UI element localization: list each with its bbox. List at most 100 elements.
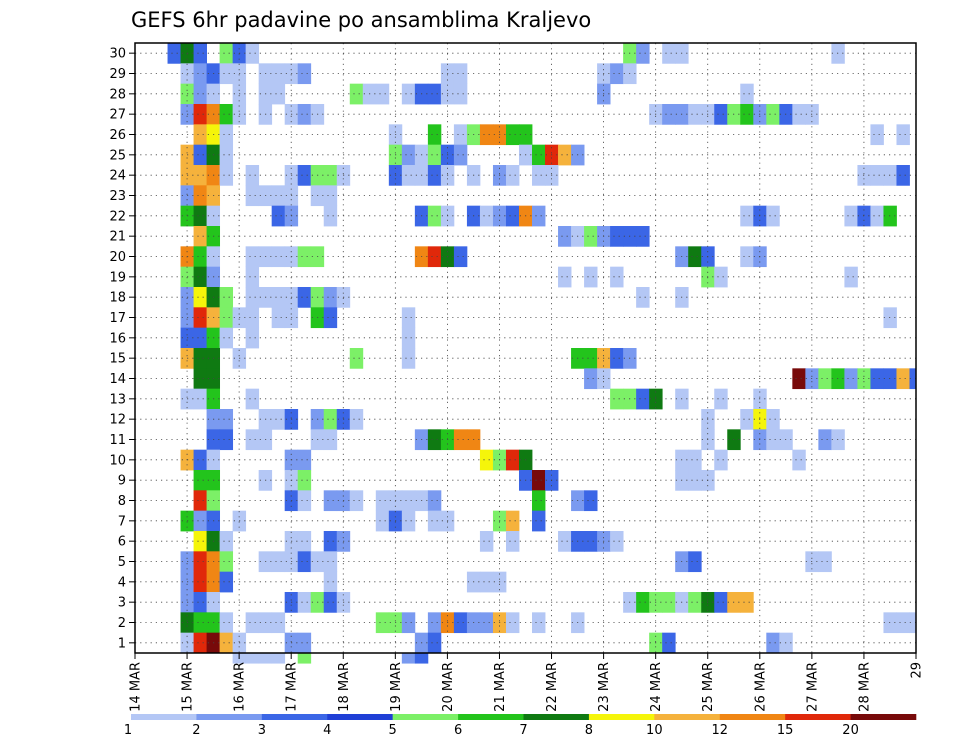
heatmap-cell [297,246,312,268]
y-tick-label: 2 [118,616,126,631]
heatmap-cells [167,43,917,664]
colorbar-swatch [261,714,328,720]
heatmap-cell [193,531,207,552]
heatmap-cell [349,83,364,105]
heatmap-cell [505,205,520,227]
heatmap-cell [297,551,312,573]
heatmap-cell [714,104,728,125]
colorbar-label: 10 [646,723,663,738]
heatmap-cell [271,185,286,207]
heatmap-cell [219,551,234,573]
colorbar-label: 6 [454,723,462,738]
heatmap-cell [584,531,598,552]
heatmap-cell [323,592,338,613]
colorbar-label: 15 [777,723,794,738]
heatmap-cell [349,409,364,430]
heatmap-cell [714,266,728,288]
heatmap-cell [740,205,754,227]
y-tick-label: 17 [109,311,126,326]
heatmap-cell [766,409,780,430]
heatmap-cell [297,592,312,613]
heatmap-cell [219,287,234,308]
heatmap-cell [766,632,780,654]
heatmap-cell [193,144,207,166]
heatmap-cell [375,510,390,532]
heatmap-cell [844,368,858,390]
heatmap-cell [427,246,442,268]
heatmap-cell [245,653,260,664]
heatmap-cell [297,165,312,186]
x-tick-label: 21 MAR [493,662,508,712]
y-tick-label: 23 [109,189,126,204]
y-tick-label: 9 [118,474,126,489]
heatmap-cell [636,592,650,613]
heatmap-cell [219,612,234,634]
heatmap-cell [714,592,728,613]
heatmap-cell [219,43,234,64]
y-tick-label: 18 [109,291,126,306]
heatmap-cell [844,205,858,227]
heatmap-cell [636,226,650,247]
y-tick-label: 30 [109,47,126,62]
heatmap-cell [688,470,702,491]
x-tick-label: 15 MAR [181,662,196,712]
heatmap-cell [297,470,312,491]
heatmap-cell [219,307,234,329]
heatmap-cell [610,63,624,85]
heatmap-cell [349,348,364,369]
heatmap-cell [909,368,917,390]
heatmap-cell [532,510,546,532]
y-tick-label: 28 [109,87,126,102]
heatmap-cell [401,490,416,512]
heatmap-cell [584,368,598,390]
colorbar-swatch [523,714,590,720]
y-tick-label: 5 [118,555,126,570]
heatmap-cell [245,287,260,308]
heatmap-cell [427,632,442,654]
x-tick-label: 19 MAR [389,662,404,712]
heatmap-cell [558,531,572,552]
grid-lines [135,43,916,653]
colorbar-swatch [392,714,459,720]
heatmap-cell [193,571,207,593]
heatmap-cell [401,510,416,532]
colorbar-swatch [785,714,851,720]
heatmap-cell [375,83,390,105]
heatmap-cell [193,368,207,390]
heatmap-cell [792,449,806,471]
heatmap-cell [271,287,286,308]
heatmap-cell [584,490,598,512]
heatmap-cell [427,124,442,146]
heatmap-cell [532,612,546,634]
heatmap-cell [271,63,286,85]
y-tick-label: 29 [109,67,126,82]
heatmap-cell [297,104,312,125]
x-tick-label: 14 MAR [129,662,144,712]
y-tick-label: 24 [109,169,126,184]
colorbar-label: 2 [192,723,200,738]
heatmap-cell [688,592,702,613]
heatmap-cell [297,653,312,664]
y-tick-label: 13 [109,392,126,407]
heatmap-cell [453,144,468,166]
colorbar-swatch [131,714,197,720]
heatmap-cell [323,165,338,186]
heatmap-cell [193,104,207,125]
heatmap-cell [479,571,494,593]
heatmap-cell [740,83,754,105]
heatmap-cell [532,470,546,491]
heatmap-cell [479,612,494,634]
colorbar-swatch [719,714,786,720]
heatmap-cell [818,551,832,573]
heatmap-cell [896,368,910,390]
heatmap-cell [505,510,520,532]
heatmap-cell [245,43,260,64]
heatmap-cell [271,551,286,573]
heatmap-cell [401,653,416,664]
y-tick-label: 14 [109,372,126,387]
heatmap-cell [453,612,468,634]
colorbar-swatch [196,714,263,720]
heatmap-cell [375,490,390,512]
heatmap-cell [401,83,416,105]
